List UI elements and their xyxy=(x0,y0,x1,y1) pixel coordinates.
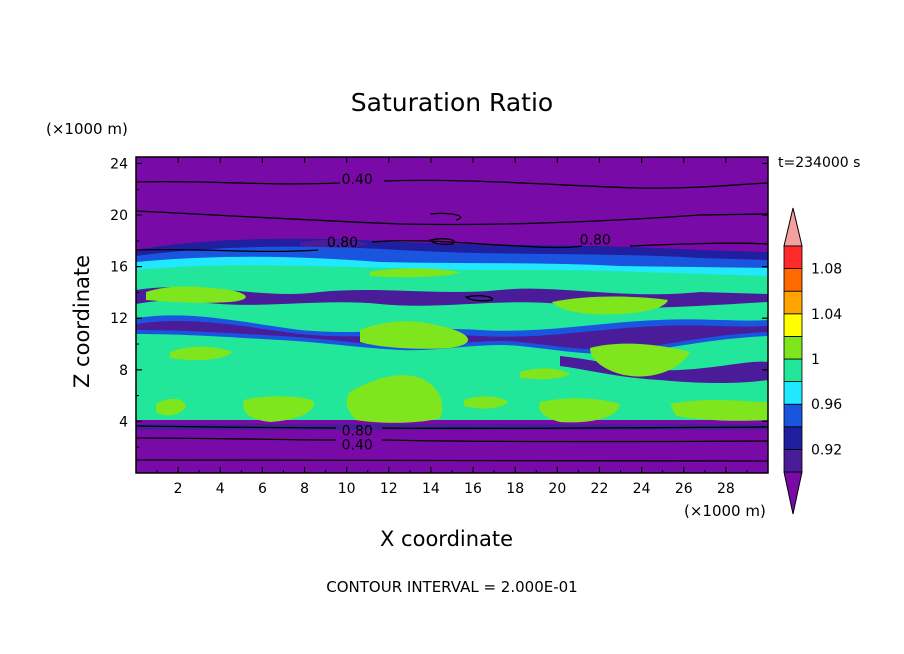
colorbar-label: 1.08 xyxy=(811,262,842,278)
colorbar-swatch xyxy=(783,381,803,405)
x-tick-label: 26 xyxy=(675,481,693,497)
x-axis-unit: (×1000 m) xyxy=(684,502,766,520)
y-tick-label: 8 xyxy=(119,363,128,379)
contour-label: 0.40 xyxy=(342,172,373,188)
x-tick-label: 10 xyxy=(338,481,356,497)
y-tick-label: 24 xyxy=(110,156,128,172)
colorbar-label: 0.92 xyxy=(811,442,842,458)
x-tick-label: 28 xyxy=(717,481,735,497)
colorbar-swatch xyxy=(783,358,803,383)
colorbar: 0.92 0.96 1 1.04 1.08 xyxy=(783,207,842,515)
colorbar-swatch xyxy=(783,290,803,315)
contour-label: 0.80 xyxy=(342,423,373,439)
x-tick-label: 22 xyxy=(591,481,609,497)
colorbar-swatch xyxy=(783,403,803,428)
y-tick-label: 12 xyxy=(110,311,128,327)
y-tick-label: 16 xyxy=(110,260,128,276)
x-axis-label: X coordinate xyxy=(380,527,514,551)
contour-label: 0.80 xyxy=(580,233,611,249)
lower-dry-layer xyxy=(136,424,768,473)
moist-band xyxy=(136,238,768,423)
contour-label: 0.80 xyxy=(327,235,358,251)
x-tick-label: 20 xyxy=(548,481,566,497)
time-label: t=234000 s xyxy=(778,155,861,171)
x-tick-label: 24 xyxy=(633,481,651,497)
x-tick-label: 4 xyxy=(216,481,225,497)
colorbar-label: 1 xyxy=(811,352,820,368)
colorbar-over-arrow xyxy=(783,207,803,247)
x-tick-label: 6 xyxy=(258,481,267,497)
colorbar-swatch xyxy=(783,245,803,270)
contour-label-layer: 0.400.80 0.800.800.40 xyxy=(327,172,611,454)
colorbar-label: 0.96 xyxy=(811,397,842,413)
colorbar-label: 1.04 xyxy=(811,307,842,323)
x-tick-label: 18 xyxy=(506,481,524,497)
x-tick-label: 12 xyxy=(380,481,398,497)
x-tick-label: 2 xyxy=(174,481,183,497)
chart-title: Saturation Ratio xyxy=(350,88,554,117)
streak xyxy=(300,239,368,248)
x-tick-label: 16 xyxy=(464,481,482,497)
y-axis-unit: (×1000 m) xyxy=(46,120,128,138)
colorbar-swatch xyxy=(783,335,803,360)
colorbar-under-arrow xyxy=(783,471,803,515)
y-tick-label: 4 xyxy=(119,414,128,430)
colorbar-swatch xyxy=(783,426,803,450)
x-tick-label: 8 xyxy=(300,481,309,497)
colorbar-swatch xyxy=(783,313,803,337)
x-tick-label: 14 xyxy=(422,481,440,497)
colorbar-swatch xyxy=(783,268,803,292)
contour-label: 0.40 xyxy=(342,438,373,454)
colorbar-swatch xyxy=(783,448,803,473)
contour-interval-note: CONTOUR INTERVAL = 2.000E-01 xyxy=(326,578,578,596)
y-tick-label: 20 xyxy=(110,208,128,224)
plot-area xyxy=(136,157,768,473)
